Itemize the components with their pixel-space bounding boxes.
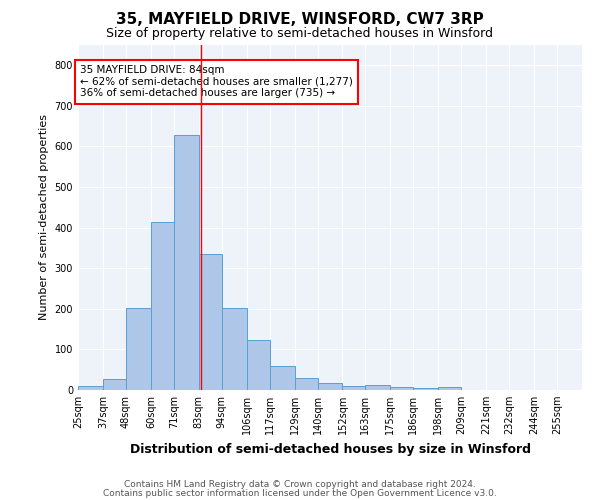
Bar (391, 387, 413, 390)
Bar (126, 308, 151, 390)
Text: Contains public sector information licensed under the Open Government Licence v3: Contains public sector information licen… (103, 489, 497, 498)
Bar (317, 383, 343, 390)
Text: Contains HM Land Registry data © Crown copyright and database right 2024.: Contains HM Land Registry data © Crown c… (124, 480, 476, 489)
Bar (413, 388, 438, 390)
Bar (222, 308, 247, 390)
Bar (78, 386, 103, 390)
X-axis label: Distribution of semi-detached houses by size in Winsford: Distribution of semi-detached houses by … (130, 442, 530, 456)
Text: 35 MAYFIELD DRIVE: 84sqm
← 62% of semi-detached houses are smaller (1,277)
36% o: 35 MAYFIELD DRIVE: 84sqm ← 62% of semi-d… (80, 66, 353, 98)
Bar (103, 378, 126, 390)
Text: 35, MAYFIELD DRIVE, WINSFORD, CW7 3RP: 35, MAYFIELD DRIVE, WINSFORD, CW7 3RP (116, 12, 484, 28)
Bar (199, 254, 222, 390)
Bar (269, 366, 295, 390)
Bar (151, 222, 174, 390)
Bar (365, 385, 391, 390)
Bar (174, 135, 199, 390)
Text: Size of property relative to semi-detached houses in Winsford: Size of property relative to semi-detach… (107, 28, 493, 40)
Bar (295, 378, 317, 390)
Y-axis label: Number of semi-detached properties: Number of semi-detached properties (39, 114, 49, 320)
Bar (438, 387, 461, 390)
Bar (343, 386, 365, 390)
Bar (247, 340, 269, 390)
